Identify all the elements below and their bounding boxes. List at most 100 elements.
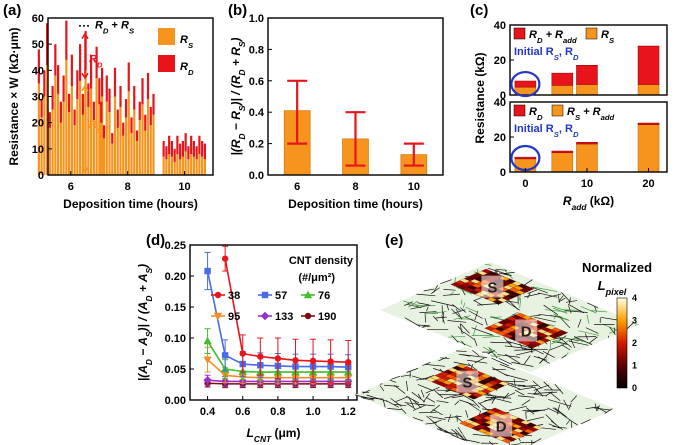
heatmap-bottom-fiber — [506, 392, 516, 398]
heatmap-top-fiber — [545, 349, 551, 358]
heatmap-top-electrode-box-0 — [481, 275, 504, 298]
heatmap-bottom-fiber — [395, 396, 409, 403]
legend-label-R_S-part: S — [188, 41, 194, 50]
heatmap-bottom-fiber — [453, 361, 471, 366]
panel-b-ylabel-part: D — [237, 133, 247, 139]
heatmap-top-fiber — [564, 310, 588, 313]
heatmap-top-fiber — [460, 287, 466, 296]
c-top-initial-label-part: Initial R — [514, 46, 554, 58]
annotation-rd-arrowhead-top — [81, 32, 89, 40]
bar-rd-g0-7 — [57, 65, 60, 94]
legend-label-57: 57 — [275, 290, 287, 302]
heatmap-top-fiber — [505, 353, 520, 364]
series-57-marker — [221, 352, 229, 359]
heatmap-bottom-fiber — [394, 403, 407, 407]
bar-rd-g2-7 — [181, 140, 185, 157]
heatmap-bottom-fiber — [393, 384, 406, 394]
heatmap-top-fiber — [585, 327, 599, 334]
c-top-bar-bottom-3 — [637, 84, 660, 96]
bar-rd-g2-9 — [187, 146, 190, 160]
bar-rd-g2-14 — [201, 140, 204, 157]
bar-rs-g1-8 — [122, 135, 125, 175]
legend-swatch-R_S — [158, 28, 175, 45]
heatmap-top-fiber — [459, 323, 463, 335]
heatmap-bottom-fiber — [533, 391, 558, 394]
panel-b-ylabel: |(RD − RS)| / (RD + RS) — [229, 37, 247, 155]
annotation-rs-arrowhead-top — [81, 84, 89, 92]
heatmap-top-fiber — [503, 271, 515, 274]
heatmap-top-fiber — [527, 292, 531, 299]
bar-rs-g1-4 — [111, 143, 114, 175]
bar-rd-g0-0 — [37, 49, 40, 84]
legend-label-R_S-part: R — [180, 34, 188, 46]
annotation-rs-label-part: S — [97, 125, 103, 134]
bar-rd-g1-19 — [152, 93, 155, 115]
bar-rs-g2-6 — [179, 159, 182, 175]
panel-d-xlabel-part: CNT — [254, 434, 272, 444]
heatmap-top-fiber — [559, 316, 571, 329]
heatmap-bottom-fiber — [525, 412, 527, 420]
heatmap-bottom-fiber — [454, 428, 463, 438]
legend-label-R_D: RD — [180, 61, 194, 77]
panel-a-y-tick-label: 40 — [32, 65, 44, 77]
heatmap-top-fiber — [468, 310, 483, 319]
c-bottom-bar-top-2 — [576, 142, 598, 145]
heatmap-top-fiber — [609, 326, 616, 335]
bar-rd-g2-12 — [195, 146, 198, 160]
legend-label-R_D-part: R — [180, 61, 188, 73]
heatmap-bottom-fiber — [517, 386, 535, 391]
heatmap-top-fiber — [559, 295, 564, 301]
bar-rd-g0-23 — [101, 67, 104, 97]
annotation-sum-label-part: R — [121, 19, 129, 31]
colorbar-tick-3: 3 — [632, 316, 637, 326]
panel-d-y-tick-label: 0.05 — [165, 364, 186, 376]
bar-rs-g0-12 — [70, 86, 73, 175]
c-bottom-legend-label-0-part: R — [529, 106, 537, 118]
bar-rs-g0-7 — [57, 93, 60, 175]
c-top-y-tick-label: 0 — [500, 90, 506, 102]
heatmap-bottom: SD — [354, 347, 615, 445]
panel-e-label: (e) — [385, 232, 403, 249]
panel-a-y-tick-label: 0 — [38, 170, 44, 182]
bar-rs-g2-14 — [201, 156, 204, 175]
heatmap-top-fiber — [519, 298, 522, 309]
annotation-rd-label-part: R — [89, 53, 97, 65]
bar-rs-g2-12 — [195, 159, 198, 175]
bar-rd-g2-5 — [176, 135, 179, 155]
heatmap-top-fiber — [441, 314, 445, 324]
colorbar-tick-4: 4 — [632, 293, 637, 303]
c-top-initial-label-part: S — [554, 53, 560, 62]
c-bottom-bar-top-0 — [514, 156, 537, 160]
legend-label-133: 133 — [275, 311, 293, 323]
legend-marker-133 — [260, 311, 270, 321]
c-top-bar-top-2 — [576, 65, 598, 85]
heatmap-bottom-fiber — [509, 405, 527, 411]
heatmap-bottom-fiber — [406, 403, 416, 410]
heatmap-top-fiber — [455, 308, 463, 320]
panel-b: (b) 6 8 10 0.0 0.2 0.4 0.6 0.8 1.0 Deposition time… — [228, 2, 444, 211]
c-bottom-legend-label-1-part: R — [567, 106, 575, 118]
legend-label-76: 76 — [318, 290, 330, 302]
heatmap-bottom-fiber — [451, 395, 464, 399]
panel-d-ylabel-part: + A — [136, 274, 150, 296]
colorbar-tick-1: 1 — [632, 361, 637, 371]
heatmap-bottom-fiber — [432, 409, 443, 416]
panel-b-label: (b) — [228, 2, 247, 19]
heatmap-top-fiber — [567, 303, 585, 314]
c-top-y-tick-label: 20 — [494, 55, 506, 67]
heatmap-bottom-fiber — [429, 416, 446, 420]
heatmap-top-heat-cell — [492, 299, 504, 305]
bar-rd-g1-5 — [113, 67, 117, 97]
panel-d-x-tick-label: 0.8 — [270, 406, 285, 418]
heatmap-bottom-fiber — [557, 404, 560, 415]
c-bottom-legend-label-0-part: D — [537, 113, 543, 122]
panel-c-label: (c) — [470, 2, 488, 19]
heatmap-top-fiber — [457, 340, 472, 348]
heatmap-bottom-fiber — [499, 364, 516, 371]
heatmap-bottom-fiber — [491, 357, 510, 367]
legend-marker-95 — [213, 312, 223, 321]
heatmap-top-fiber — [549, 344, 565, 351]
c-top-legend-swatch-0 — [513, 27, 526, 40]
heatmap-top-fiber — [490, 316, 502, 318]
bar-rd-g0-6 — [54, 44, 57, 76]
